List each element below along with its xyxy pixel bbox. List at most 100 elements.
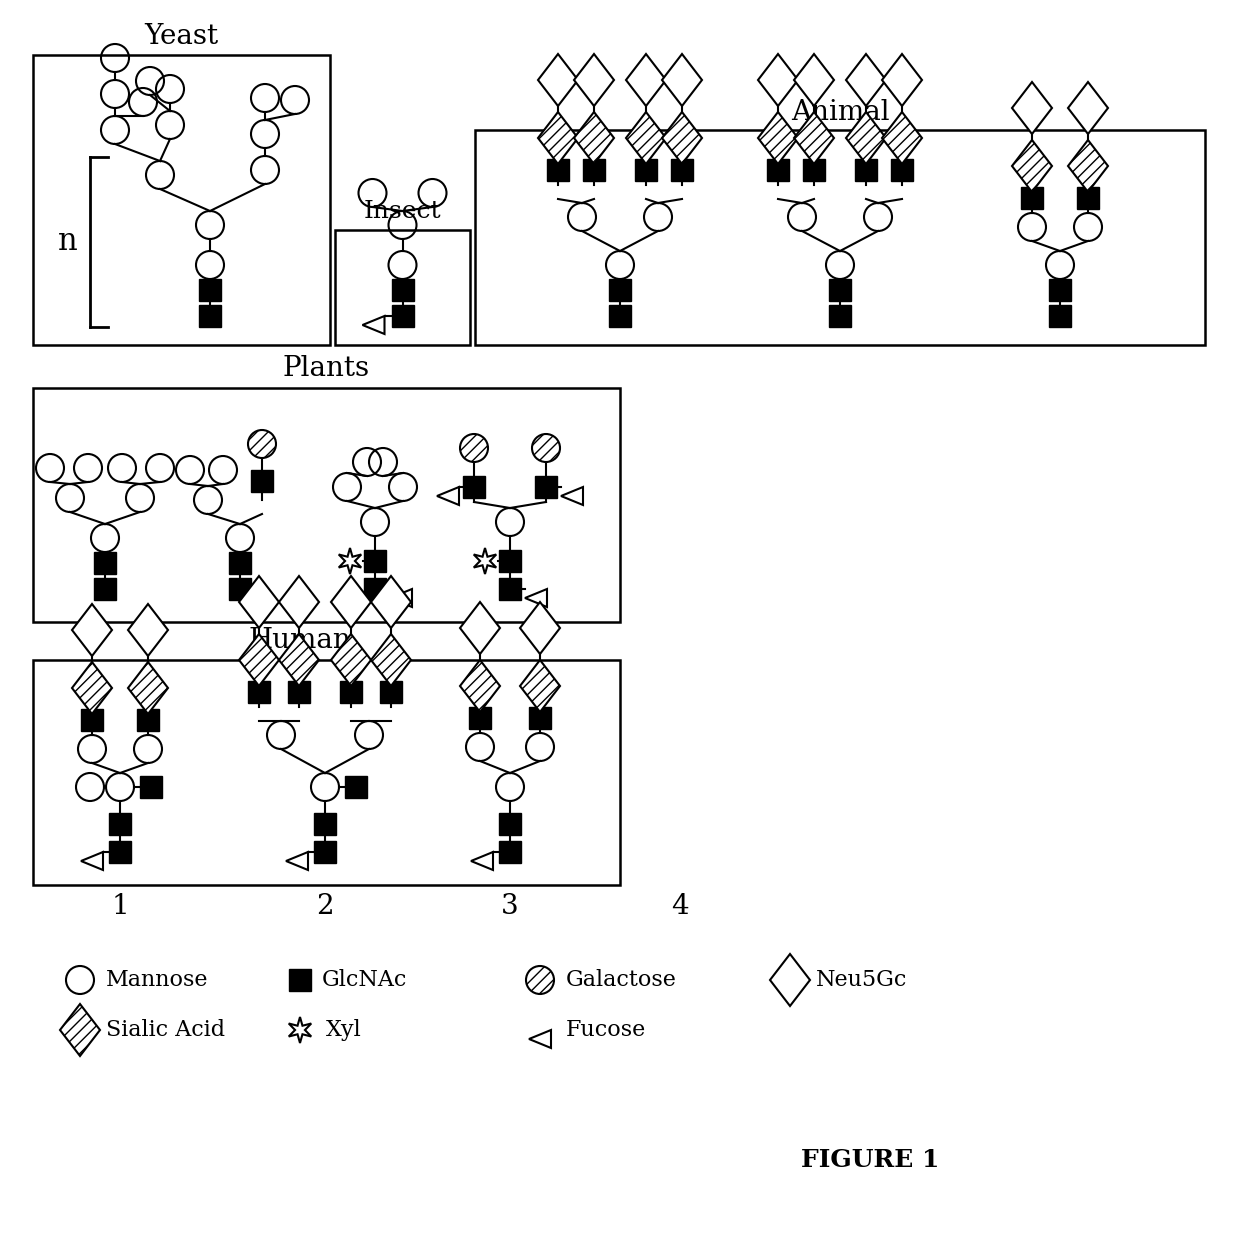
Bar [635, 159, 657, 180]
Polygon shape [331, 576, 371, 628]
Bar [140, 776, 162, 798]
Text: Human: Human [249, 627, 351, 654]
Bar [534, 476, 557, 498]
Polygon shape [538, 54, 578, 106]
Circle shape [248, 430, 277, 459]
Bar [892, 159, 913, 180]
Bar [33, 54, 330, 345]
Polygon shape [662, 112, 702, 164]
Text: Neu5Gc: Neu5Gc [816, 969, 908, 991]
Text: Fucose: Fucose [565, 1018, 646, 1041]
Polygon shape [626, 112, 666, 164]
Text: Xyl: Xyl [326, 1018, 362, 1041]
Text: Sialic Acid: Sialic Acid [105, 1018, 226, 1041]
Bar [229, 578, 250, 599]
Bar [498, 550, 521, 572]
Bar [583, 159, 605, 180]
Polygon shape [1068, 140, 1109, 192]
Polygon shape [371, 576, 410, 628]
Polygon shape [882, 54, 923, 106]
Text: FIGURE 1: FIGURE 1 [801, 1148, 939, 1172]
Text: Galactose: Galactose [565, 969, 677, 991]
Polygon shape [662, 54, 702, 106]
Polygon shape [574, 112, 614, 164]
Polygon shape [758, 54, 799, 106]
Bar [94, 552, 117, 574]
Bar [33, 388, 620, 622]
Polygon shape [128, 604, 167, 656]
Polygon shape [460, 602, 500, 654]
Polygon shape [794, 112, 835, 164]
Circle shape [526, 967, 554, 994]
Polygon shape [846, 112, 887, 164]
Polygon shape [574, 54, 614, 106]
Circle shape [532, 434, 560, 462]
Bar [392, 305, 413, 328]
Bar [365, 550, 386, 572]
Polygon shape [770, 954, 810, 1006]
Bar [498, 578, 521, 599]
Bar [250, 470, 273, 492]
Polygon shape [538, 112, 578, 164]
Text: 2: 2 [316, 894, 334, 921]
Circle shape [460, 434, 489, 462]
Polygon shape [1012, 82, 1052, 133]
Bar [109, 813, 131, 836]
Bar [1049, 279, 1071, 302]
Bar [94, 578, 117, 599]
Polygon shape [279, 634, 319, 686]
Text: 4: 4 [671, 894, 688, 921]
Bar [345, 776, 367, 798]
Text: GlcNAc: GlcNAc [322, 969, 408, 991]
Text: Mannose: Mannose [105, 969, 208, 991]
Bar [229, 552, 250, 574]
Polygon shape [331, 634, 371, 686]
Bar [475, 130, 1205, 345]
Bar [335, 230, 470, 345]
Text: Yeast: Yeast [144, 23, 218, 51]
Bar [856, 159, 877, 180]
Bar [379, 681, 402, 703]
Polygon shape [1068, 82, 1109, 133]
Bar [289, 969, 311, 991]
Bar [830, 305, 851, 328]
Bar [671, 159, 693, 180]
Bar [392, 279, 413, 302]
Bar [33, 660, 620, 885]
Bar [768, 159, 789, 180]
Polygon shape [460, 660, 500, 712]
Bar [463, 476, 485, 498]
Bar [365, 578, 386, 599]
Polygon shape [371, 634, 410, 686]
Polygon shape [520, 660, 560, 712]
Bar [109, 840, 131, 863]
Text: n: n [58, 226, 78, 257]
Bar [830, 279, 851, 302]
Polygon shape [626, 54, 666, 106]
Polygon shape [72, 662, 112, 714]
Bar [136, 709, 159, 730]
Bar [198, 305, 221, 328]
Text: 3: 3 [501, 894, 518, 921]
Bar [1078, 187, 1099, 209]
Bar [609, 305, 631, 328]
Bar [529, 707, 551, 729]
Polygon shape [882, 112, 923, 164]
Polygon shape [279, 576, 319, 628]
Polygon shape [794, 54, 835, 106]
Polygon shape [1012, 140, 1052, 192]
Polygon shape [239, 634, 279, 686]
Bar [314, 840, 336, 863]
Bar [340, 681, 362, 703]
Bar [314, 813, 336, 836]
Bar [1049, 305, 1071, 328]
Text: Insect: Insect [363, 200, 441, 224]
Bar [469, 707, 491, 729]
Text: Animal: Animal [791, 99, 889, 126]
Bar [248, 681, 270, 703]
Polygon shape [72, 604, 112, 656]
Bar [198, 279, 221, 302]
Bar [547, 159, 569, 180]
Bar [288, 681, 310, 703]
Bar [1021, 187, 1043, 209]
